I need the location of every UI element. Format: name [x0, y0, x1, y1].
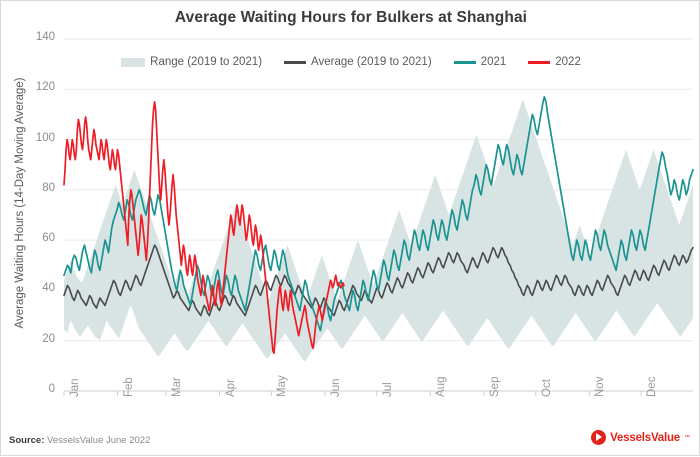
y-tick-label: 120 [35, 81, 55, 94]
y-tick-label: 20 [42, 332, 55, 345]
y-tick-label: 80 [42, 181, 55, 194]
legend-label-2021: 2021 [480, 56, 507, 68]
legend-label-2022: 2022 [555, 56, 581, 68]
x-tick-label: Jun [329, 378, 342, 397]
legend-swatch-2021-icon [453, 60, 476, 64]
legend-item-2022[interactable]: 2022 [528, 56, 581, 68]
series-band-range [64, 99, 693, 361]
source-label: Source: [9, 435, 45, 446]
x-tick-label: Feb [122, 377, 135, 397]
y-tick-label: 60 [42, 232, 55, 245]
data-series-layer [63, 95, 694, 361]
x-tick-label: Apr [224, 379, 237, 397]
legend-swatch-average-icon [284, 60, 307, 64]
x-tick-label: Dec [646, 376, 659, 397]
y-tick-label: 0 [48, 383, 55, 395]
chart-legend: Range (2019 to 2021) Average (2019 to 20… [1, 56, 700, 68]
x-tick-label: Jan [69, 378, 81, 397]
source-note: Source: VesselsValue June 2022 [9, 435, 150, 446]
x-tick-label: Nov [594, 376, 607, 397]
y-tick-label: 140 [35, 31, 55, 43]
legend-swatch-range-icon [121, 57, 146, 67]
series-line-2021 [63, 95, 694, 332]
legend-swatch-2022-icon [528, 60, 551, 64]
legend-label-average: Average (2019 to 2021) [311, 56, 432, 68]
legend-item-average[interactable]: Average (2019 to 2021) [284, 56, 432, 68]
x-tick-label: May [276, 375, 289, 397]
x-tick-label: Jul [381, 382, 394, 397]
x-tick-label: Oct [540, 379, 553, 397]
series-line-2022 [63, 101, 345, 355]
vesselsvalue-mark-icon [591, 430, 607, 445]
page-title: Average Waiting Hours for Bulkers at Sha… [174, 9, 528, 26]
legend-item-2021[interactable]: 2021 [453, 56, 507, 68]
y-tick-label: 100 [35, 131, 55, 144]
y-tick-label: 40 [42, 282, 55, 295]
trademark-icon: ™ [684, 434, 690, 441]
source-text: VesselsValue June 2022 [47, 435, 151, 446]
legend-item-range[interactable]: Range (2019 to 2021) [121, 56, 262, 68]
x-tick-label: Sep [488, 376, 501, 397]
vesselsvalue-wordmark: VesselsValue [610, 431, 680, 444]
x-tick-label: Mar [170, 377, 183, 397]
vesselsvalue-logo: VesselsValue ™ [591, 430, 690, 445]
legend-label-range: Range (2019 to 2021) [150, 56, 263, 68]
x-tick-label: Aug [435, 376, 448, 397]
